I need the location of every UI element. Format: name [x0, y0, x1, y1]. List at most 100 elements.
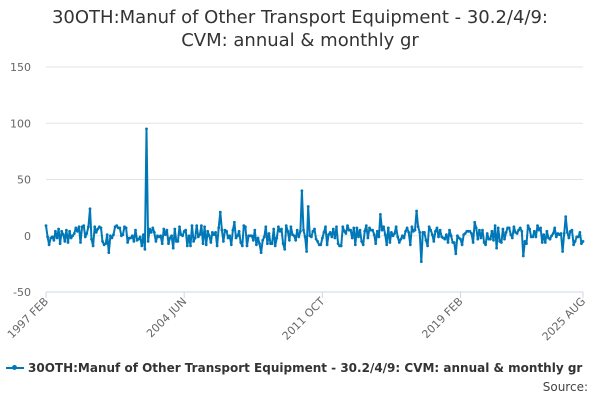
data-point[interactable]: [189, 244, 192, 248]
data-point[interactable]: [126, 241, 129, 244]
data-point[interactable]: [66, 241, 70, 244]
data-point[interactable]: [240, 244, 244, 248]
data-point[interactable]: [390, 231, 393, 234]
data-point[interactable]: [305, 250, 308, 253]
data-point[interactable]: [69, 236, 73, 240]
data-point[interactable]: [532, 229, 536, 233]
data-point[interactable]: [306, 205, 310, 208]
data-point[interactable]: [262, 235, 266, 239]
data-point[interactable]: [371, 228, 374, 232]
data-point[interactable]: [94, 231, 98, 234]
data-point[interactable]: [217, 226, 221, 230]
data-point[interactable]: [218, 210, 222, 214]
data-point[interactable]: [52, 238, 56, 242]
data-point[interactable]: [142, 233, 145, 237]
data-point[interactable]: [344, 232, 348, 235]
data-point[interactable]: [350, 236, 354, 240]
data-point[interactable]: [489, 237, 492, 241]
data-point[interactable]: [215, 244, 219, 248]
data-point[interactable]: [259, 251, 263, 255]
data-point[interactable]: [481, 228, 484, 232]
data-point[interactable]: [104, 242, 108, 246]
data-point[interactable]: [471, 241, 475, 244]
data-point[interactable]: [328, 231, 332, 234]
data-point[interactable]: [207, 234, 211, 238]
data-point[interactable]: [410, 225, 414, 229]
data-point[interactable]: [416, 225, 420, 229]
data-point[interactable]: [484, 243, 487, 247]
data-point[interactable]: [479, 236, 483, 240]
data-point[interactable]: [251, 238, 255, 242]
data-point[interactable]: [91, 244, 95, 248]
data-point[interactable]: [580, 242, 583, 246]
data-point[interactable]: [185, 244, 189, 248]
data-point[interactable]: [60, 229, 64, 233]
data-point[interactable]: [470, 232, 473, 235]
data-point[interactable]: [407, 231, 411, 234]
data-point[interactable]: [353, 243, 357, 247]
data-point[interactable]: [226, 236, 230, 240]
data-point[interactable]: [129, 236, 133, 240]
data-point[interactable]: [510, 236, 514, 240]
data-point[interactable]: [266, 242, 269, 246]
data-point[interactable]: [504, 231, 508, 234]
data-point[interactable]: [518, 226, 522, 230]
data-point[interactable]: [314, 237, 318, 241]
data-point[interactable]: [234, 236, 238, 240]
data-point[interactable]: [366, 236, 370, 240]
data-point[interactable]: [258, 242, 261, 246]
data-point[interactable]: [163, 233, 167, 237]
data-point[interactable]: [364, 224, 368, 228]
data-point[interactable]: [564, 215, 568, 219]
data-point[interactable]: [357, 235, 360, 239]
data-point[interactable]: [118, 226, 122, 230]
data-point[interactable]: [54, 229, 57, 233]
data-point[interactable]: [149, 231, 153, 234]
data-point[interactable]: [352, 226, 356, 230]
data-point[interactable]: [545, 229, 549, 233]
data-point[interactable]: [324, 225, 327, 229]
data-point[interactable]: [576, 235, 580, 239]
data-point[interactable]: [76, 229, 79, 233]
data-point[interactable]: [397, 241, 401, 244]
data-point[interactable]: [124, 226, 128, 230]
legend[interactable]: 30OTH:Manuf of Other Transport Equipment…: [6, 361, 582, 375]
data-point[interactable]: [181, 234, 185, 238]
data-point[interactable]: [408, 243, 412, 247]
data-point[interactable]: [517, 228, 520, 232]
data-point[interactable]: [171, 246, 175, 250]
data-point[interactable]: [528, 227, 531, 231]
data-point[interactable]: [456, 234, 459, 238]
data-point[interactable]: [303, 235, 307, 239]
data-point[interactable]: [57, 227, 60, 231]
data-point[interactable]: [581, 240, 585, 243]
data-point[interactable]: [145, 127, 148, 131]
data-point[interactable]: [96, 227, 100, 231]
data-point[interactable]: [341, 225, 345, 229]
data-point[interactable]: [559, 232, 563, 235]
data-point[interactable]: [261, 238, 265, 242]
data-point[interactable]: [485, 232, 489, 235]
data-point[interactable]: [300, 189, 304, 193]
data-point[interactable]: [297, 235, 301, 239]
data-point[interactable]: [138, 235, 142, 239]
data-point[interactable]: [396, 235, 400, 239]
data-point[interactable]: [413, 228, 417, 232]
data-point[interactable]: [380, 228, 384, 232]
data-point[interactable]: [162, 227, 166, 231]
data-point[interactable]: [193, 236, 197, 240]
data-point[interactable]: [388, 241, 392, 244]
data-point[interactable]: [454, 252, 458, 256]
data-point[interactable]: [418, 231, 422, 234]
data-point[interactable]: [496, 226, 500, 230]
data-point[interactable]: [225, 229, 229, 233]
data-point[interactable]: [143, 247, 147, 251]
data-point[interactable]: [482, 241, 486, 244]
data-point[interactable]: [192, 240, 196, 243]
data-point[interactable]: [214, 231, 218, 234]
data-point[interactable]: [264, 225, 268, 229]
data-point[interactable]: [572, 243, 575, 247]
data-point[interactable]: [58, 242, 62, 246]
data-point[interactable]: [277, 225, 280, 229]
data-point[interactable]: [430, 233, 434, 237]
